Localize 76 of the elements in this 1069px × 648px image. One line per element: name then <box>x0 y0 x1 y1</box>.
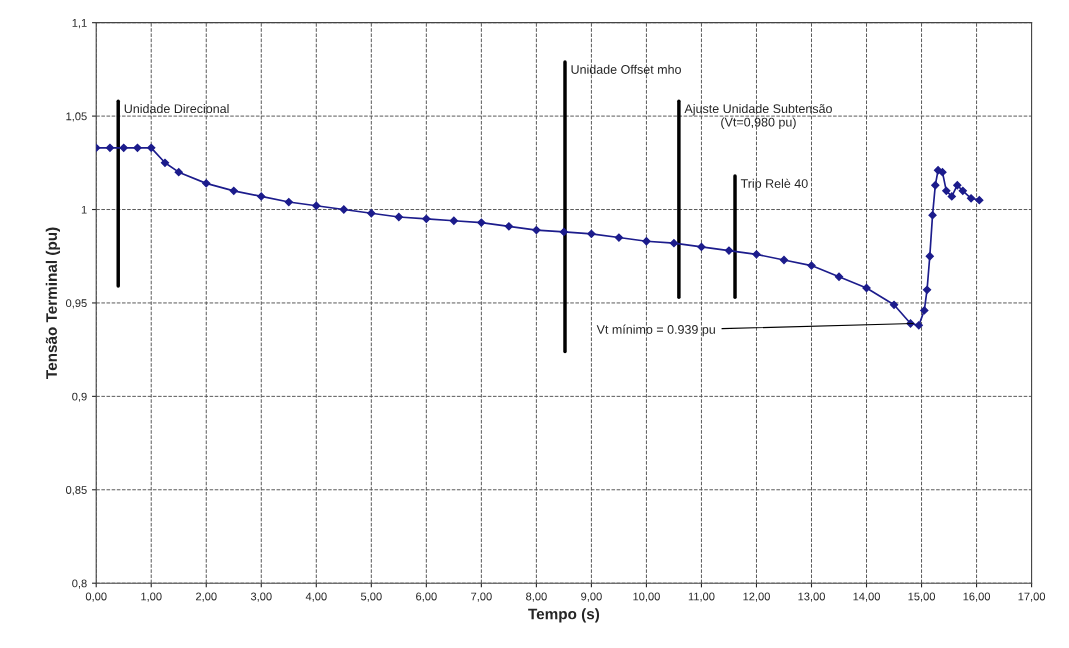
point <box>339 205 348 214</box>
point <box>504 222 514 231</box>
point <box>975 196 984 205</box>
x-tick-label: 7,00 <box>471 592 492 602</box>
point <box>953 181 962 190</box>
point <box>422 214 431 223</box>
x-tick-label: 12,00 <box>743 592 770 602</box>
point <box>669 239 679 248</box>
point <box>958 186 967 195</box>
point <box>532 225 541 235</box>
point <box>257 192 266 201</box>
point <box>920 306 929 315</box>
point <box>752 250 761 259</box>
x-axis-title: Tempo (s) <box>528 608 600 623</box>
point <box>807 261 816 270</box>
point <box>312 201 321 210</box>
point <box>938 168 947 177</box>
annotation: Trip Relè 40 <box>740 178 808 191</box>
point <box>947 192 956 201</box>
point <box>925 252 934 261</box>
point <box>834 272 844 281</box>
x-tick-label: 10,00 <box>633 592 660 602</box>
point <box>928 210 937 220</box>
y-tick-label: 0,8 <box>72 579 87 589</box>
x-tick-label: 5,00 <box>360 592 382 602</box>
x-tick-label: 17,00 <box>1018 592 1046 602</box>
point <box>394 212 403 222</box>
x-tick-label: 2,00 <box>196 592 217 602</box>
point <box>559 227 569 237</box>
point <box>284 197 293 207</box>
x-tick-label: 11,00 <box>688 592 715 602</box>
x-tick-label: 16,00 <box>963 592 991 602</box>
x-tick-label: 9,00 <box>581 592 602 602</box>
annotation: Unidade Offset mho <box>571 64 681 74</box>
x-tick-label: 6,00 <box>416 592 437 602</box>
x-tick-label: 15,00 <box>908 592 936 602</box>
x-tick-label: 0,00 <box>85 592 107 602</box>
point <box>449 216 458 225</box>
point <box>105 143 115 152</box>
point <box>966 194 976 203</box>
point <box>147 143 156 152</box>
x-tick-label: 3,00 <box>250 592 272 602</box>
y-tick-label: 1 <box>81 205 87 214</box>
point <box>724 246 734 255</box>
point <box>160 158 170 167</box>
point <box>697 242 706 252</box>
x-tick-label: 13,00 <box>798 592 825 602</box>
annotation: Ajuste Unidade Subtensão (Vt=0,980 pu) <box>684 103 832 130</box>
point <box>174 168 183 177</box>
point <box>202 179 211 188</box>
point <box>229 186 238 195</box>
point <box>119 143 128 152</box>
point <box>133 143 142 152</box>
y-axis-title: Tensão Terminal (pu) <box>45 227 60 379</box>
y-tick-label: 0,85 <box>65 486 87 496</box>
y-tick-label: 0,9 <box>72 392 87 402</box>
point <box>914 321 923 330</box>
annotation: Unidade Direcional <box>124 103 229 114</box>
x-tick-label: 14,00 <box>853 592 880 602</box>
x-tick-label: 8,00 <box>526 592 547 602</box>
x-tick-label: 4,00 <box>305 592 327 602</box>
y-tick-label: 1,1 <box>72 19 87 29</box>
point <box>367 209 376 218</box>
point <box>587 229 596 238</box>
point <box>922 285 932 294</box>
point <box>942 186 951 195</box>
annotation: Vt mínimo = 0.939 pu <box>596 324 715 337</box>
point <box>779 255 789 265</box>
x-tick-label: 1,00 <box>141 592 162 602</box>
point <box>477 218 486 227</box>
point <box>889 300 899 309</box>
y-tick-label: 0,95 <box>65 299 87 309</box>
point <box>642 237 651 246</box>
point <box>931 181 940 190</box>
y-tick-label: 1,05 <box>66 112 87 122</box>
point <box>614 233 624 242</box>
